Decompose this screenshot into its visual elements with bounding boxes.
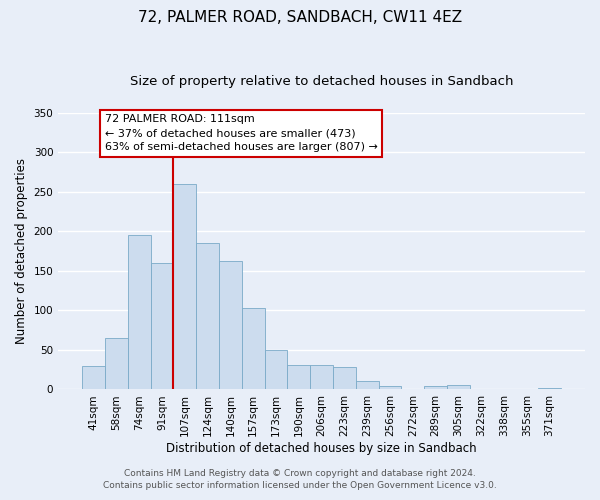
Bar: [265, 350, 287, 390]
Bar: [333, 366, 356, 390]
Text: Contains HM Land Registry data © Crown copyright and database right 2024.
Contai: Contains HM Land Registry data © Crown c…: [103, 469, 497, 490]
Bar: [424, 386, 447, 390]
Title: Size of property relative to detached houses in Sandbach: Size of property relative to detached ho…: [130, 75, 514, 88]
Bar: [82, 366, 105, 390]
Bar: [538, 388, 561, 390]
Bar: [128, 236, 151, 390]
Text: 72 PALMER ROAD: 111sqm
← 37% of detached houses are smaller (473)
63% of semi-de: 72 PALMER ROAD: 111sqm ← 37% of detached…: [105, 114, 378, 152]
Bar: [173, 184, 196, 390]
Bar: [151, 263, 173, 390]
Bar: [196, 243, 219, 390]
Bar: [379, 386, 401, 390]
Bar: [310, 365, 333, 390]
Bar: [242, 308, 265, 390]
Bar: [447, 384, 470, 390]
Bar: [287, 365, 310, 390]
Bar: [356, 381, 379, 390]
Bar: [219, 260, 242, 390]
X-axis label: Distribution of detached houses by size in Sandbach: Distribution of detached houses by size …: [166, 442, 477, 455]
Bar: [105, 338, 128, 390]
Text: 72, PALMER ROAD, SANDBACH, CW11 4EZ: 72, PALMER ROAD, SANDBACH, CW11 4EZ: [138, 10, 462, 25]
Y-axis label: Number of detached properties: Number of detached properties: [15, 158, 28, 344]
